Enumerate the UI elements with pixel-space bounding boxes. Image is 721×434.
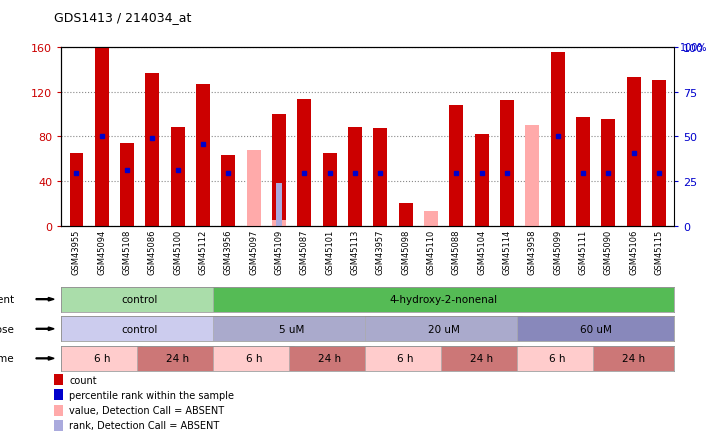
Bar [323,154,337,226]
Bar [517,346,598,371]
Bar [298,100,311,226]
Text: control: control [122,295,158,305]
Text: 24 h: 24 h [470,354,493,364]
Bar [576,118,590,226]
Bar [213,287,674,312]
Bar [517,316,674,342]
Bar [61,346,142,371]
Bar [526,126,539,226]
Bar [373,129,387,226]
Bar [399,204,412,226]
Bar [424,212,438,226]
Bar [120,144,134,226]
Text: 4-hydroxy-2-nonenal: 4-hydroxy-2-nonenal [389,295,497,305]
Text: time: time [0,354,14,364]
Bar [221,156,235,226]
Text: 6 h: 6 h [397,354,414,364]
Bar [627,78,640,226]
Bar [137,346,218,371]
Text: count: count [69,375,97,385]
Bar [474,135,489,226]
Bar [171,128,185,226]
Text: 100%: 100% [681,43,708,53]
Bar [272,220,286,226]
Bar [449,106,464,226]
Bar [69,154,84,226]
Bar [95,48,109,226]
Bar [365,346,446,371]
Text: control: control [122,324,158,334]
Text: dose: dose [0,324,14,334]
Bar [289,346,371,371]
Text: 60 uM: 60 uM [580,324,611,334]
Text: agent: agent [0,295,14,305]
Bar [500,101,514,226]
Bar [365,316,522,342]
Text: value, Detection Call = ABSENT: value, Detection Call = ABSENT [69,405,224,415]
Text: 24 h: 24 h [622,354,645,364]
Bar [61,287,218,312]
Bar [213,316,371,342]
Text: percentile rank within the sample: percentile rank within the sample [69,390,234,400]
Bar [348,128,362,226]
Bar [146,73,159,226]
Text: 24 h: 24 h [167,354,190,364]
Bar [272,115,286,226]
Text: 20 uM: 20 uM [428,324,459,334]
Bar [276,184,282,226]
Bar [601,120,615,226]
Text: 6 h: 6 h [94,354,110,364]
Bar [247,150,261,226]
Text: 5 uM: 5 uM [279,324,304,334]
Text: GDS1413 / 214034_at: GDS1413 / 214034_at [54,11,192,24]
Bar [196,85,210,226]
Bar [593,346,674,371]
Bar [213,346,294,371]
Bar [551,53,565,226]
Bar [441,346,522,371]
Bar [247,220,261,226]
Text: rank, Detection Call = ABSENT: rank, Detection Call = ABSENT [69,421,219,430]
Text: 6 h: 6 h [549,354,566,364]
Text: 24 h: 24 h [318,354,341,364]
Bar [61,316,218,342]
Bar [652,81,666,226]
Text: 6 h: 6 h [245,354,262,364]
